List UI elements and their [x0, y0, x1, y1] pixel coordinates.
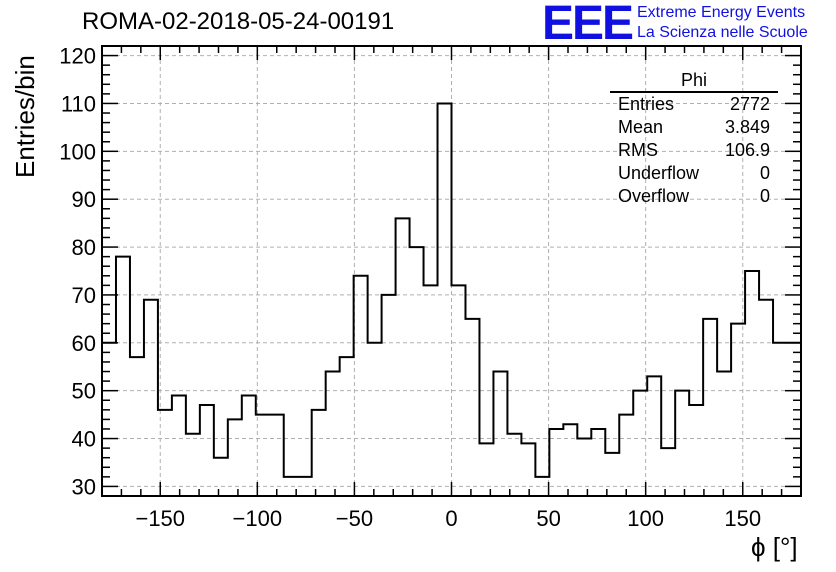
stats-label: Entries — [618, 94, 675, 114]
histogram-bin — [507, 434, 521, 496]
histogram-bin — [591, 429, 605, 496]
histogram-bin — [465, 319, 479, 496]
x-tick-label: 150 — [724, 506, 761, 531]
histogram-bin — [535, 477, 549, 496]
histogram-bin — [661, 448, 675, 496]
histogram-bin — [521, 443, 535, 496]
stats-label: Overflow — [618, 186, 690, 206]
y-tick-label: 40 — [72, 427, 96, 452]
stats-row: Mean 3.849 — [610, 116, 778, 139]
y-tick-label: 90 — [72, 187, 96, 212]
stats-value: 106.9 — [724, 140, 770, 160]
y-tick-label: 70 — [72, 283, 96, 308]
histogram-bin — [773, 343, 787, 496]
histogram-bin — [214, 458, 228, 496]
tick-labels: −150 −100 −50 0 50 100 150 30 40 50 60 70 80 90 100 110… — [59, 44, 761, 531]
histogram-bin — [396, 218, 410, 496]
histogram-bin — [312, 410, 326, 496]
histogram-bin — [368, 343, 382, 496]
y-tick-label: 120 — [59, 44, 96, 69]
y-tick-label: 60 — [72, 331, 96, 356]
histogram-bin — [675, 391, 689, 496]
x-tick-label: 0 — [445, 506, 457, 531]
histogram-bin — [424, 285, 438, 496]
histogram-bin — [200, 405, 214, 496]
logo-line-1: Extreme Energy Events — [637, 4, 806, 21]
histogram-bin — [270, 415, 284, 496]
histogram-bin — [452, 285, 466, 496]
y-tick-label: 30 — [72, 474, 96, 499]
histogram-bin — [186, 434, 200, 496]
y-tick-label: 110 — [61, 91, 96, 116]
stats-row: Underflow 0 — [610, 162, 778, 185]
histogram-bin — [731, 324, 745, 496]
y-tick-label: 100 — [59, 139, 96, 164]
histogram-bin — [689, 405, 703, 496]
histogram-bin — [382, 295, 396, 496]
stats-row: Entries 2772 — [610, 93, 778, 116]
histogram-bin — [228, 419, 242, 496]
logo-line-2: La Scienza nelle Scuole — [637, 24, 808, 41]
y-tick-label: 80 — [72, 235, 96, 260]
x-tick-label: 50 — [536, 506, 560, 531]
histogram-bin — [493, 372, 507, 496]
stats-value: 0 — [759, 163, 770, 183]
histogram-bin — [130, 357, 144, 496]
histogram-bin — [619, 415, 633, 496]
histogram-bin — [116, 257, 130, 496]
stats-title: Phi — [610, 70, 778, 93]
histogram-bin — [242, 395, 256, 496]
stats-value: 0 — [759, 186, 770, 206]
y-axis-label: Entries/bin — [10, 55, 40, 178]
histogram-bin — [647, 376, 661, 496]
x-tick-label: 100 — [627, 506, 664, 531]
histogram-bin — [298, 477, 312, 496]
stats-row: RMS 106.9 — [610, 139, 778, 162]
histogram-bin — [410, 247, 424, 496]
histogram-bin — [717, 372, 731, 496]
chart-title: ROMA-02-2018-05-24-00191 — [82, 8, 395, 35]
histogram-bin — [144, 300, 158, 496]
x-tick-label: −100 — [233, 506, 283, 531]
stats-label: RMS — [618, 140, 658, 160]
histogram-bin — [703, 319, 717, 496]
histogram-line — [102, 102, 801, 478]
x-tick-label: −50 — [336, 506, 373, 531]
histogram-series — [102, 102, 801, 496]
histogram-bin — [549, 429, 563, 496]
histogram-bin — [172, 395, 186, 496]
histogram-bin — [745, 271, 759, 496]
stats-label: Mean — [618, 117, 664, 137]
histogram-bin — [563, 424, 577, 496]
histogram-bin — [326, 372, 340, 496]
histogram-bin — [479, 443, 493, 496]
x-axis-label: ϕ [°] — [751, 532, 798, 562]
stats-box: Phi Entries 2772 Mean 3.849 RMS 106.9 Un… — [610, 70, 778, 208]
histogram-bin — [577, 439, 591, 496]
axis-ticks — [101, 46, 802, 496]
stats-label: Underflow — [618, 163, 700, 183]
y-tick-label: 50 — [72, 379, 96, 404]
stats-row: Overflow 0 — [610, 185, 778, 208]
x-tick-label: −150 — [135, 506, 185, 531]
eee-logo: EEE — [542, 0, 634, 50]
histogram-bin — [759, 300, 773, 496]
histogram-bin — [354, 276, 368, 496]
histogram-bin — [633, 391, 647, 496]
stats-value: 3.849 — [724, 117, 770, 137]
histogram-bin — [340, 357, 354, 496]
stats-value: 2772 — [729, 94, 770, 114]
histogram-bin — [438, 103, 452, 496]
